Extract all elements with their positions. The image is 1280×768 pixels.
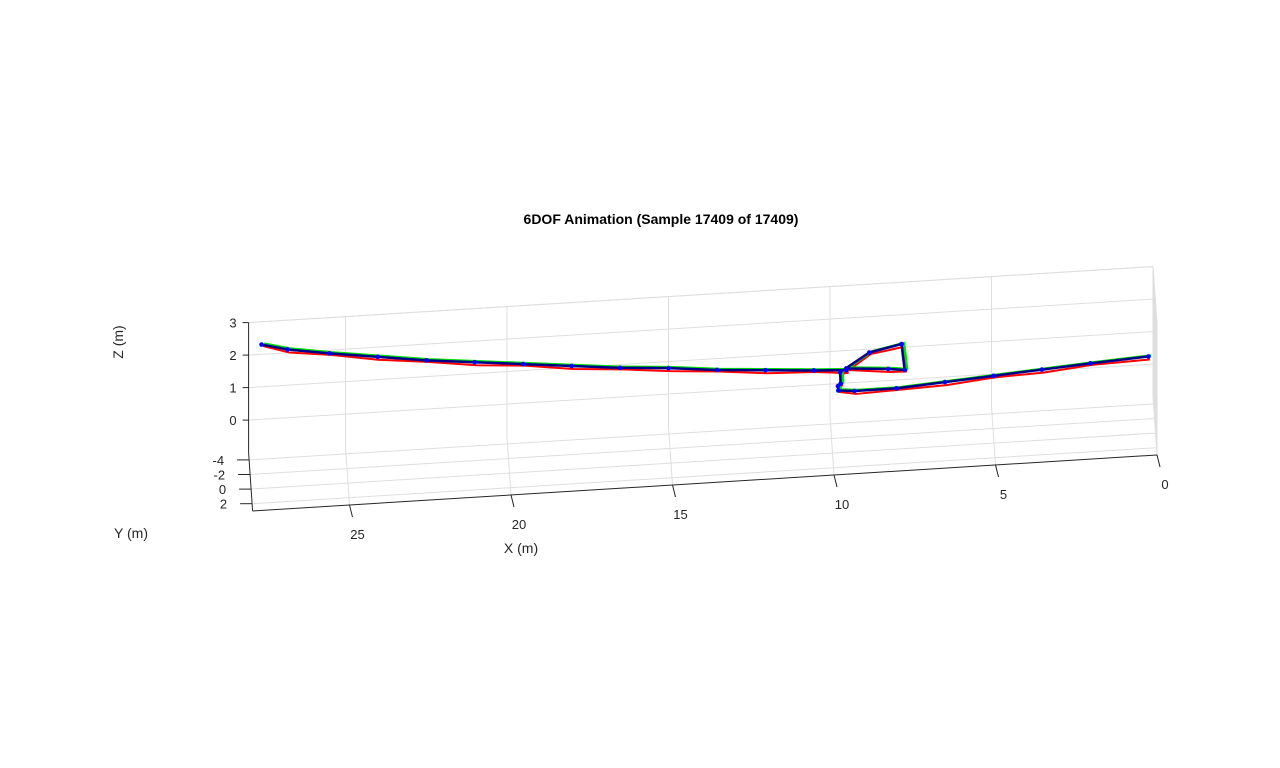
- trajectory-point: [520, 361, 526, 367]
- grid-line: [252, 447, 1157, 505]
- trajectory-point: [885, 366, 891, 372]
- x-axis-line: [252, 454, 1158, 512]
- grid-line: [991, 406, 996, 466]
- box-edge: [248, 266, 1154, 324]
- trajectory-line: [261, 342, 1149, 393]
- trajectory-point: [1088, 361, 1093, 366]
- grid-line: [248, 298, 1154, 356]
- y-tick-label: -2: [214, 468, 226, 483]
- y-tick-label: 2: [220, 497, 227, 512]
- trajectory-point: [852, 388, 857, 394]
- trajectory-point: [617, 365, 623, 371]
- y-axis-label: Y (m): [114, 525, 148, 541]
- x-tick-label: 10: [835, 497, 849, 512]
- grid-line: [1152, 299, 1158, 358]
- chart-title: 6DOF Animation (Sample 17409 of 17409): [524, 211, 799, 227]
- trajectory-point: [811, 368, 817, 373]
- x-tick-label: 20: [512, 517, 526, 532]
- trajectory-point: [835, 383, 841, 389]
- grid-line: [506, 436, 512, 496]
- grid-line: [248, 331, 1154, 389]
- trajectory-point: [942, 379, 948, 385]
- trajectory-point: [899, 341, 904, 347]
- grid-lines: [248, 266, 1158, 506]
- grid-line: [829, 416, 835, 476]
- trajectory-point: [375, 354, 381, 360]
- grid-line: [668, 426, 673, 486]
- trajectory-point: [472, 359, 478, 365]
- x-tick-mark: [510, 494, 515, 508]
- x-tick-label: 5: [1000, 487, 1007, 502]
- trajectory-point: [423, 358, 429, 363]
- x-tick-mark: [833, 474, 838, 488]
- trajectory-point: [837, 369, 843, 375]
- x-body-axis-trace: [262, 345, 1151, 395]
- axes: [237, 322, 1161, 518]
- z-tick-label: 1: [229, 381, 236, 396]
- grid-line: [1152, 331, 1158, 391]
- trajectory-point: [285, 347, 290, 352]
- x-tick-mark: [995, 464, 999, 478]
- z-axis-label: Z (m): [110, 325, 126, 358]
- box-edge: [1152, 266, 1158, 326]
- trajectory-point: [902, 367, 907, 373]
- grid-line: [251, 432, 1156, 490]
- trajectory-point: [569, 363, 574, 369]
- trajectory-point: [259, 342, 264, 347]
- x-axis-label: X (m): [504, 540, 538, 556]
- z-tick-label: 2: [229, 348, 236, 363]
- grid-line: [249, 403, 1154, 461]
- trajectory-point: [1039, 367, 1045, 372]
- y-axis-line: [248, 452, 254, 512]
- z-tick-label: 0: [229, 413, 236, 428]
- grid-line: [1152, 364, 1158, 423]
- x-tick-label: 15: [673, 507, 687, 522]
- trajectory-point: [843, 366, 849, 371]
- trajectory-point: [835, 388, 841, 393]
- trajectory-point: [763, 367, 768, 373]
- grid-line: [250, 418, 1155, 475]
- trajectory-point: [991, 373, 996, 379]
- y-tick-label: -4: [213, 453, 225, 468]
- x-tick-mark: [1156, 454, 1161, 468]
- x-tick-label: 25: [350, 527, 364, 542]
- y-body-axis-trace: [263, 341, 1152, 392]
- x-tick-mark: [349, 504, 353, 518]
- x-tick-mark: [672, 484, 676, 498]
- trajectory: [259, 341, 1152, 395]
- trajectory-point: [327, 351, 332, 356]
- trajectory-point: [894, 386, 899, 391]
- z-tick-label: 3: [229, 316, 236, 331]
- x-tick-label: 0: [1161, 477, 1168, 492]
- y-tick-label: 0: [219, 482, 226, 497]
- trajectory-point: [666, 365, 671, 371]
- grid-line: [345, 446, 350, 506]
- trajectory-point: [1146, 354, 1151, 359]
- trajectory-point: [866, 350, 872, 355]
- trajectory-point: [714, 367, 720, 373]
